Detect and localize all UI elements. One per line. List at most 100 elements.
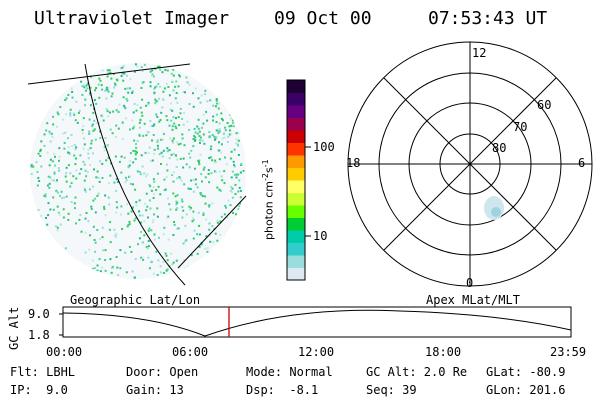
speckle	[115, 236, 118, 239]
speckle	[131, 92, 133, 94]
colorbar	[286, 79, 311, 281]
speckle	[193, 135, 196, 137]
speckle	[151, 74, 154, 77]
speckle	[136, 170, 139, 173]
speckle	[69, 114, 72, 117]
speckle	[171, 174, 174, 177]
speckle	[179, 177, 182, 180]
speckle	[170, 252, 173, 255]
speckle	[138, 126, 141, 129]
speckle	[105, 97, 108, 100]
speckle	[166, 150, 169, 153]
speckle	[198, 163, 201, 166]
speckle	[134, 217, 137, 220]
speckle	[153, 123, 156, 126]
lat-label-60: 60	[537, 98, 552, 112]
speckle	[98, 258, 101, 261]
speckle	[155, 189, 158, 191]
speckle	[160, 151, 163, 154]
speckle	[214, 159, 217, 162]
speckle	[129, 78, 132, 81]
speckle	[99, 79, 102, 82]
speckle	[142, 134, 145, 137]
speckle	[128, 223, 131, 226]
speckle	[170, 72, 173, 75]
speckle	[218, 170, 221, 173]
speckle	[162, 90, 165, 93]
speckle	[181, 133, 184, 136]
speckle	[171, 125, 174, 128]
speckle	[45, 217, 47, 219]
speckle	[175, 101, 178, 104]
speckle	[172, 171, 175, 174]
speckle	[180, 179, 183, 182]
speckle	[48, 164, 51, 167]
speckle	[56, 205, 59, 208]
speckle	[111, 266, 114, 269]
speckle	[221, 179, 224, 182]
speckle	[131, 119, 134, 122]
speckle	[176, 194, 179, 197]
speckle	[234, 183, 237, 186]
speckle	[149, 159, 152, 162]
speckle	[127, 224, 130, 227]
speckle	[231, 187, 234, 190]
speckle	[161, 138, 164, 141]
speckle	[166, 147, 169, 150]
speckle	[188, 103, 191, 106]
speckle	[97, 192, 100, 195]
speckle	[98, 96, 101, 99]
speckle	[119, 249, 122, 252]
speckle	[173, 122, 176, 125]
speckle	[166, 169, 169, 172]
speckle	[88, 248, 91, 251]
speckle	[223, 213, 226, 216]
speckle	[39, 150, 42, 153]
speckle	[91, 267, 94, 270]
speckle	[154, 86, 157, 89]
speckle	[220, 175, 223, 178]
speckle	[85, 84, 88, 87]
speckle	[179, 112, 182, 115]
speckle	[126, 87, 129, 90]
speckle	[84, 104, 86, 107]
speckle	[192, 218, 195, 221]
speckle	[122, 79, 125, 82]
speckle	[36, 171, 39, 173]
speckle	[197, 159, 200, 162]
speckle	[165, 83, 168, 85]
speckle	[157, 147, 160, 150]
speckle	[100, 84, 103, 87]
speckle	[216, 186, 219, 189]
speckle	[82, 137, 85, 140]
speckle	[121, 138, 124, 141]
speckle	[211, 134, 214, 137]
speckle	[90, 208, 93, 210]
speckle	[199, 153, 202, 156]
speckle	[80, 230, 83, 233]
speckle	[53, 172, 56, 175]
speckle	[222, 119, 224, 122]
speckle	[229, 129, 231, 132]
speckle	[148, 227, 151, 230]
speckle	[73, 143, 76, 146]
speckle	[188, 152, 191, 155]
geographic-title: Geographic Lat/Lon	[70, 293, 201, 307]
speckle	[157, 185, 160, 188]
speckle	[189, 208, 192, 211]
speckle	[89, 86, 92, 89]
speckle	[172, 180, 175, 183]
speckle	[202, 122, 205, 125]
speckle	[114, 84, 117, 87]
speckle	[218, 128, 221, 131]
ytick-label-high: 9.0	[28, 307, 50, 321]
speckle	[240, 164, 243, 166]
speckle	[197, 118, 200, 121]
speckle	[206, 250, 209, 253]
speckle	[115, 232, 118, 235]
speckle	[89, 104, 92, 107]
speckle	[208, 136, 211, 139]
speckle	[145, 209, 148, 212]
speckle	[209, 156, 212, 159]
speckle	[185, 76, 188, 79]
